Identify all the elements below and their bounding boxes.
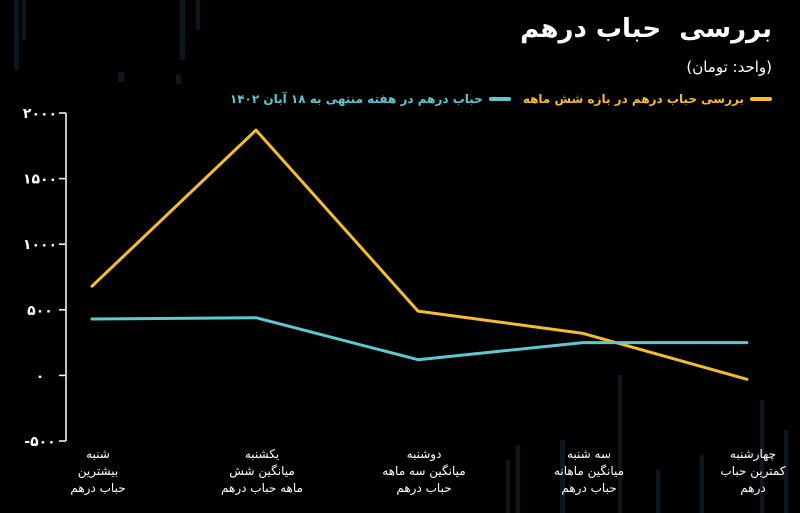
y-tick-label: ۱۰۰۰ [23, 237, 57, 253]
legend-label-six-month: بررسی حباب درهم در بازه شش ماهه [522, 92, 744, 106]
legend-swatch-week [488, 97, 511, 101]
y-tick-label: ۵۰۰ [27, 303, 53, 319]
legend-item-six-month: بررسی حباب درهم در بازه شش ماهه [523, 92, 772, 106]
x-tick-label: شنبه بیشترین حباب درهم [70, 447, 125, 496]
legend-swatch-six-month [750, 97, 772, 101]
y-tick-label: ۱۵۰۰ [23, 172, 57, 188]
unit-label: (واحد: تومان) [686, 58, 772, 76]
legend: بررسی حباب درهم در بازه شش ماهه حباب دره… [230, 92, 772, 106]
y-tick-label: -۵۰۰ [24, 434, 55, 450]
x-tick-label: یکشنبه میانگین شش ماهه حباب درهم [221, 447, 303, 496]
series-line-week [90, 316, 749, 362]
legend-label-week: حباب درهم در هفته منتهی به ۱۸ آبان ۱۴۰۲ [229, 92, 483, 106]
x-tick-label: سه شنبه میانگین ماهانه حباب درهم [554, 447, 624, 496]
x-tick-label: چهارشنبه کمترین حباب درهم [720, 447, 785, 496]
x-tick-label: دوشنبه میانگین سه ماهه حباب درهم [382, 447, 465, 496]
chart-title: بررسی حباب درهم [520, 14, 772, 44]
y-tick-label: ۰ [36, 368, 45, 384]
y-tick-label: ۲۰۰۰ [23, 106, 57, 122]
legend-item-week: حباب درهم در هفته منتهی به ۱۸ آبان ۱۴۰۲ [230, 92, 511, 106]
